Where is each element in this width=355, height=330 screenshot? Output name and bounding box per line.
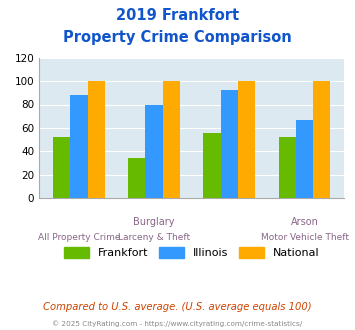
Text: 2019 Frankfort: 2019 Frankfort: [116, 8, 239, 23]
Bar: [221, 90, 238, 198]
Text: © 2025 CityRating.com - https://www.cityrating.com/crime-statistics/: © 2025 CityRating.com - https://www.city…: [53, 321, 302, 327]
Bar: [128, 158, 146, 198]
Bar: [238, 81, 255, 198]
Bar: [163, 81, 180, 198]
Bar: [70, 95, 88, 198]
Bar: [53, 137, 70, 198]
Legend: Frankfort, Illinois, National: Frankfort, Illinois, National: [60, 243, 323, 263]
Text: Compared to U.S. average. (U.S. average equals 100): Compared to U.S. average. (U.S. average …: [43, 302, 312, 312]
Text: Motor Vehicle Theft: Motor Vehicle Theft: [261, 233, 349, 242]
Bar: [313, 81, 331, 198]
Bar: [88, 81, 105, 198]
Bar: [296, 120, 313, 198]
Bar: [203, 133, 221, 198]
Text: Arson: Arson: [291, 217, 318, 227]
Text: All Property Crime: All Property Crime: [38, 233, 120, 242]
Bar: [146, 105, 163, 198]
Bar: [279, 137, 296, 198]
Text: Property Crime Comparison: Property Crime Comparison: [63, 30, 292, 45]
Text: Burglary: Burglary: [133, 217, 175, 227]
Text: Larceny & Theft: Larceny & Theft: [118, 233, 190, 242]
